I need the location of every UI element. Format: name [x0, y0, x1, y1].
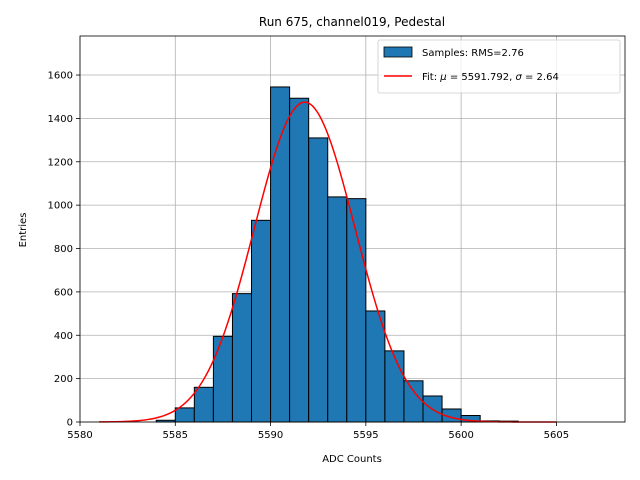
fit-curve — [99, 101, 557, 423]
x-axis: 5580 5585 5590 5595 5600 5605 — [67, 422, 569, 441]
y-tick-label: 1600 — [48, 71, 73, 82]
legend-histogram-label: Samples: RMS=2.76 — [422, 48, 524, 59]
y-tick-label: 1000 — [48, 201, 73, 212]
histogram-bar — [231, 293, 253, 423]
histogram-bar — [403, 380, 424, 423]
x-tick-label: 5590 — [258, 430, 283, 441]
y-tick-label: 1200 — [48, 157, 73, 168]
y-axis: 0 200 400 600 800 1000 1200 1400 1600 — [48, 71, 80, 429]
x-tick-label: 5585 — [163, 430, 188, 441]
plot-frame — [79, 35, 626, 423]
x-axis-label: ADC Counts — [322, 454, 382, 465]
histogram-bar — [384, 350, 405, 423]
legend-histogram-swatch — [383, 46, 413, 58]
fit-curve-group — [99, 101, 557, 423]
x-tick-label: 5595 — [353, 430, 378, 441]
histogram-bar — [308, 137, 329, 423]
chart-title: Run 675, channel019, Pedestal — [259, 15, 445, 29]
x-tick-label: 5580 — [67, 430, 92, 441]
histogram-bar — [251, 219, 272, 423]
histogram-bar — [365, 310, 386, 423]
legend-fit-label: Fit: μ = 5591.792, σ = 2.64 — [422, 72, 559, 83]
grid — [79, 36, 625, 423]
y-tick-label: 1400 — [48, 114, 73, 125]
histogram-bar — [174, 407, 195, 423]
histogram-bar — [212, 335, 233, 423]
histogram-bar — [289, 97, 310, 423]
y-tick-label: 600 — [54, 287, 73, 298]
y-tick-label: 200 — [54, 374, 73, 385]
x-tick-label: 5605 — [544, 430, 569, 441]
histogram-bars — [155, 86, 519, 423]
histogram-bar — [327, 196, 348, 423]
x-tick-label: 5600 — [448, 430, 473, 441]
histogram-bar — [193, 386, 214, 423]
y-tick-label: 0 — [67, 418, 73, 429]
legend-box — [377, 39, 621, 94]
legend: Samples: RMS=2.76 Fit: μ = 5591.792, σ =… — [377, 39, 621, 94]
y-tick-label: 400 — [54, 331, 73, 342]
y-tick-label: 800 — [54, 244, 73, 255]
y-axis-label: Entries — [18, 213, 29, 248]
